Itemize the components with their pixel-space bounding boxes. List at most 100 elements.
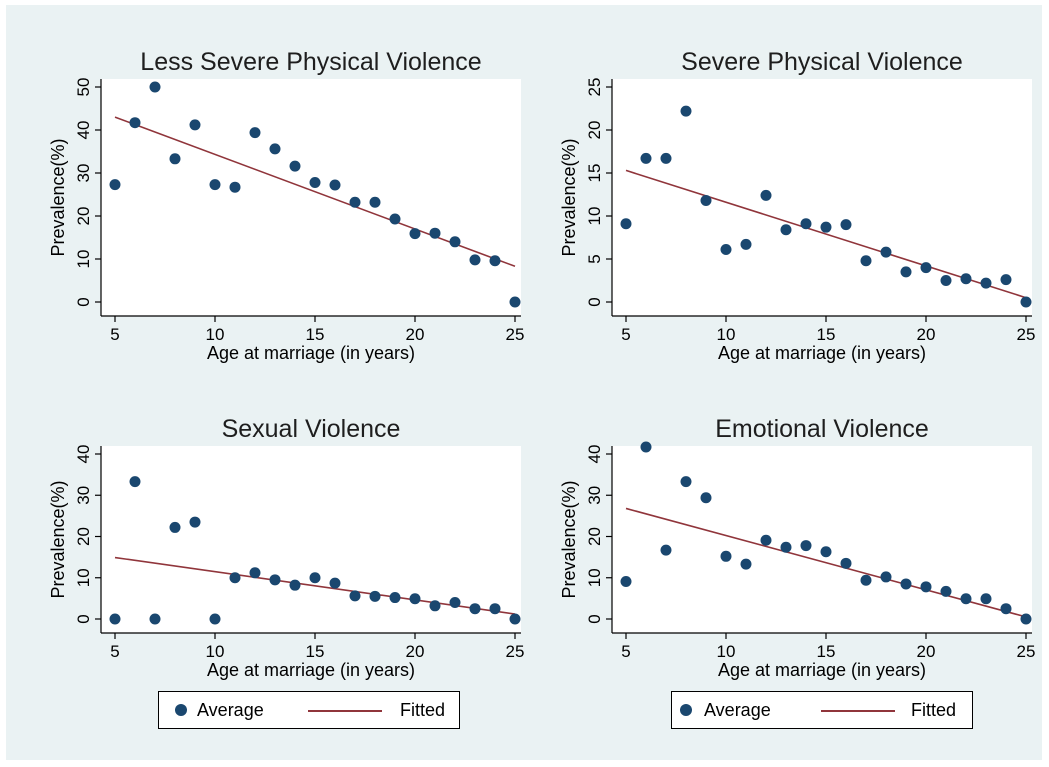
x-tick-label: 20 (406, 325, 425, 344)
data-point (960, 593, 972, 605)
chart-title: Less Severe Physical Violence (140, 48, 481, 76)
x-tick-label: 10 (206, 642, 225, 661)
legend-marker-average (680, 704, 692, 716)
data-point (469, 603, 481, 615)
data-point (620, 218, 632, 230)
x-tick-label: 25 (506, 325, 525, 344)
data-point (940, 585, 952, 597)
x-axis-label: Age at marriage (in years) (207, 343, 415, 363)
fitted-line (114, 556, 516, 615)
y-tick-label: 0 (74, 614, 93, 623)
y-axis-label: Prevalence(%) (559, 138, 579, 256)
data-point (389, 592, 401, 604)
y-tick-label: 25 (585, 78, 604, 97)
data-point (780, 224, 792, 236)
data-point (289, 160, 301, 172)
data-point (920, 581, 932, 593)
data-point (309, 572, 321, 584)
x-tick-label: 25 (506, 642, 525, 661)
data-point (469, 254, 481, 266)
y-tick-label: 20 (585, 527, 604, 546)
fitted-line (114, 116, 516, 268)
y-tick-label: 10 (74, 250, 93, 269)
data-point (1020, 613, 1032, 625)
plot-area (612, 446, 1032, 633)
data-point (169, 521, 181, 533)
data-point (129, 476, 141, 488)
y-tick-label: 40 (74, 445, 93, 464)
x-axis-label: Age at marriage (in years) (718, 660, 926, 680)
data-point (489, 603, 501, 615)
fitted-line (625, 169, 1027, 299)
x-tick-label: 15 (817, 325, 836, 344)
data-point (409, 593, 421, 605)
y-tick-label: 20 (74, 207, 93, 226)
data-point (349, 196, 361, 208)
data-point (980, 593, 992, 605)
data-point (329, 179, 341, 191)
legend-label-average: Average (197, 700, 264, 720)
x-tick-label: 10 (717, 642, 736, 661)
data-point (249, 567, 261, 579)
data-point (840, 557, 852, 569)
legend-marker-average (175, 704, 187, 716)
chart-panel-2: 5 10 15 20 25 0 5 10 15 20 25 Severe Physical Viole… (559, 48, 1035, 363)
data-point (740, 238, 752, 250)
x-tick-label: 15 (306, 642, 325, 661)
data-point (169, 153, 181, 165)
legend-line-fitted (308, 710, 382, 712)
y-tick-label: 40 (585, 445, 604, 464)
chart-title: Emotional Violence (715, 415, 929, 443)
x-tick-label: 5 (621, 325, 630, 344)
data-point (369, 196, 381, 208)
data-point (660, 544, 672, 556)
data-point (1000, 274, 1012, 286)
y-tick-label: 30 (585, 486, 604, 505)
data-point (509, 296, 521, 308)
x-tick-label: 5 (621, 642, 630, 661)
data-point (880, 246, 892, 258)
data-point (189, 516, 201, 528)
data-point (249, 127, 261, 139)
x-axis-label: Age at marriage (in years) (718, 343, 926, 363)
data-point (209, 179, 221, 191)
y-tick-label: 30 (74, 486, 93, 505)
data-point (940, 275, 952, 286)
data-point (109, 179, 121, 191)
data-point (269, 143, 281, 155)
data-point (149, 613, 161, 625)
x-tick-label: 25 (1017, 325, 1036, 344)
data-point (800, 540, 812, 552)
data-point (209, 613, 221, 625)
data-point (960, 273, 972, 285)
legend-left: Average Fitted (158, 691, 460, 729)
data-point (229, 572, 241, 584)
x-axis-label: Age at marriage (in years) (207, 660, 415, 680)
data-point (109, 613, 121, 625)
data-point (720, 244, 732, 256)
data-point (760, 189, 772, 201)
data-point (349, 590, 361, 602)
x-tick-label: 5 (110, 325, 119, 344)
y-tick-label: 50 (74, 78, 93, 97)
data-point (760, 534, 772, 546)
data-point (189, 119, 201, 131)
data-point (409, 228, 421, 240)
y-tick-label: 10 (74, 568, 93, 587)
data-point (329, 577, 341, 589)
data-point (860, 255, 872, 267)
fitted-line (625, 507, 1027, 618)
data-point (489, 255, 501, 267)
data-point (740, 558, 752, 570)
data-point (680, 105, 692, 117)
x-tick-label: 15 (817, 642, 836, 661)
legend-label-fitted: Fitted (911, 700, 957, 720)
x-tick-label: 10 (206, 325, 225, 344)
data-point (389, 213, 401, 225)
data-point (149, 81, 161, 93)
y-tick-label: 40 (74, 121, 93, 140)
data-point (429, 600, 441, 612)
y-tick-label: 0 (585, 297, 604, 306)
data-point (449, 236, 461, 248)
chart-title: Sexual Violence (222, 415, 401, 443)
